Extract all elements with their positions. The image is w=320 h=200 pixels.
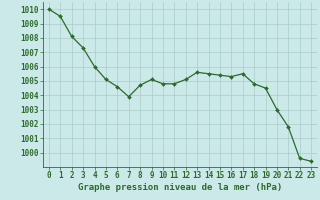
- X-axis label: Graphe pression niveau de la mer (hPa): Graphe pression niveau de la mer (hPa): [78, 183, 282, 192]
